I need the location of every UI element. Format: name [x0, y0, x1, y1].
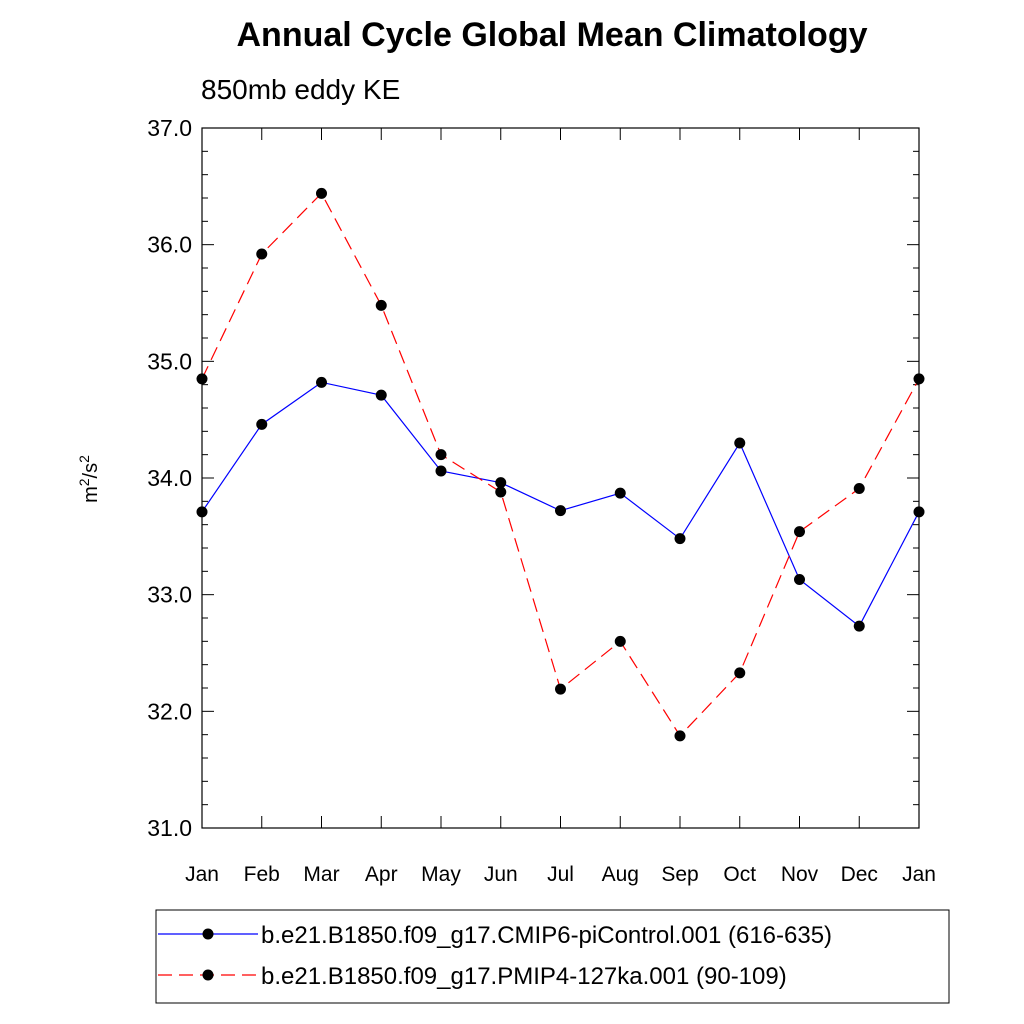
- x-tick-label: Jan: [902, 863, 936, 886]
- data-point: [435, 465, 447, 477]
- data-point: [256, 418, 268, 430]
- legend-entry-1: b.e21.B1850.f09_g17.CMIP6-piControl.001 …: [158, 922, 832, 949]
- data-point: [495, 477, 507, 489]
- x-tick-label: Jun: [484, 863, 518, 886]
- x-tick-label: Jan: [185, 863, 219, 886]
- data-point: [853, 483, 865, 494]
- series-layer: [196, 187, 925, 742]
- x-tick-label: Jul: [547, 863, 574, 886]
- data-point: [614, 487, 626, 499]
- data-point: [614, 635, 626, 647]
- x-tick-label: May: [421, 863, 461, 886]
- legend-box: [155, 909, 950, 1004]
- series-1: [196, 376, 925, 632]
- data-point: [375, 299, 387, 311]
- chart-subtitle: 850mb eddy KE: [201, 74, 400, 105]
- data-point: [794, 526, 805, 538]
- data-point: [435, 449, 447, 461]
- x-tick-label: Sep: [661, 863, 698, 886]
- data-point: [853, 620, 865, 632]
- y-axis-label: m2/s2: [76, 455, 102, 503]
- data-point: [555, 683, 566, 695]
- legend-label-2: b.e21.B1850.f09_g17.PMIP4-127ka.001 (90-…: [261, 963, 787, 990]
- series-line-1: [201, 381, 920, 628]
- legend-entry-2: b.e21.B1850.f09_g17.PMIP4-127ka.001 (90-…: [158, 963, 787, 990]
- data-point: [316, 187, 327, 199]
- legend: b.e21.B1850.f09_g17.CMIP6-piControl.001 …: [155, 909, 950, 1004]
- legend-marker-1: [202, 928, 214, 940]
- data-point: [555, 505, 566, 517]
- x-tick-label: Oct: [723, 863, 756, 886]
- x-tick-label: Feb: [244, 863, 280, 886]
- data-point: [674, 730, 686, 742]
- data-point: [734, 667, 746, 679]
- data-point: [375, 389, 387, 401]
- y-tick-label: 31.0: [147, 815, 192, 841]
- x-tick-label: Nov: [781, 863, 819, 886]
- x-tick-label: Dec: [841, 863, 878, 886]
- data-point: [495, 486, 507, 498]
- plot-frame: [201, 127, 920, 829]
- x-tick-label: Mar: [303, 863, 339, 886]
- chart-title: Annual Cycle Global Mean Climatology: [237, 16, 868, 54]
- data-point: [256, 248, 268, 260]
- axes: 31.0 32.0 33.0 34.0 35.0 36.0 37.0 Jan Feb Mar Apr…: [147, 115, 936, 886]
- data-point: [674, 533, 686, 545]
- data-point: [794, 574, 805, 585]
- data-point: [316, 376, 327, 388]
- data-point: [734, 437, 746, 449]
- x-tick-label: Apr: [365, 863, 398, 886]
- legend-marker-2: [202, 969, 214, 981]
- svg-text:m2/s2: m2/s2: [76, 455, 102, 503]
- series-line-2: [201, 192, 920, 737]
- legend-label-1: b.e21.B1850.f09_g17.CMIP6-piControl.001 …: [261, 922, 832, 949]
- y-tick-label: 37.0: [147, 115, 192, 141]
- series-2: [196, 187, 925, 742]
- y-tick-label: 34.0: [147, 465, 192, 491]
- y-tick-label: 35.0: [147, 348, 192, 374]
- y-tick-label: 36.0: [147, 232, 192, 258]
- x-tick-label: Aug: [602, 863, 639, 886]
- y-tick-label: 33.0: [147, 582, 192, 608]
- y-tick-label: 32.0: [147, 698, 192, 724]
